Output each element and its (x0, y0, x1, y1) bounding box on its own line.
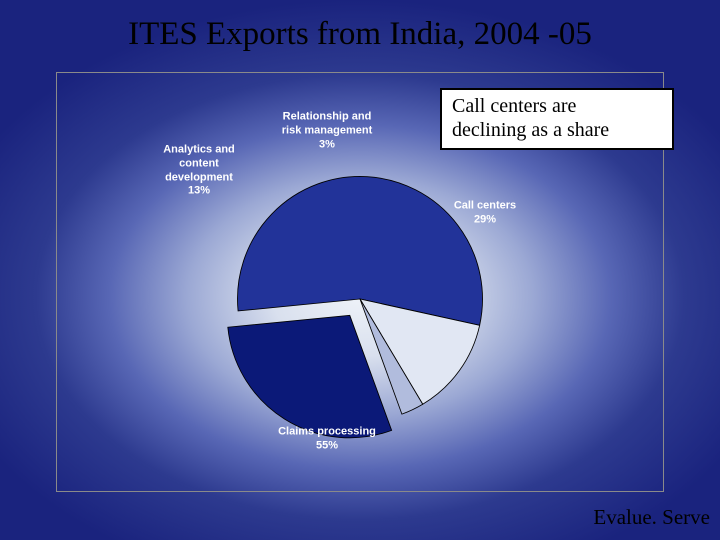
page-title: ITES Exports from India, 2004 -05 (0, 16, 720, 53)
label-relrisk-l1: Relationship and (283, 110, 372, 122)
label-analytics-l4: 13% (188, 185, 210, 197)
label-claims-l1: Claims processing (278, 425, 376, 437)
label-analytics-l1: Analytics and (163, 144, 235, 156)
pie-slice-claims_processing (237, 176, 482, 325)
label-analytics-l3: development (165, 171, 233, 183)
label-call-centers-l1: Call centers (454, 199, 516, 211)
slide: ITES Exports from India, 2004 -05 Call c… (0, 0, 720, 540)
label-call-centers: Call centers 29% (454, 199, 516, 227)
label-analytics-l2: content (179, 157, 219, 169)
label-call-centers-l2: 29% (474, 213, 496, 225)
label-relrisk-l2: risk management (282, 124, 372, 136)
callout-l1: Call centers are (452, 95, 576, 117)
callout-l2: declining as a share (452, 119, 609, 141)
callout-box: Call centers are declining as a share (440, 88, 674, 150)
brand-footer: Evalue. Serve (593, 505, 710, 530)
label-analytics-content: Analytics and content development 13% (163, 144, 235, 199)
label-relationship-risk: Relationship and risk management 3% (282, 110, 372, 151)
label-relrisk-l3: 3% (319, 138, 335, 150)
pie-slice-call_centers (228, 315, 392, 437)
label-claims-l2: 55% (316, 439, 338, 451)
label-claims-processing: Claims processing 55% (278, 425, 376, 453)
